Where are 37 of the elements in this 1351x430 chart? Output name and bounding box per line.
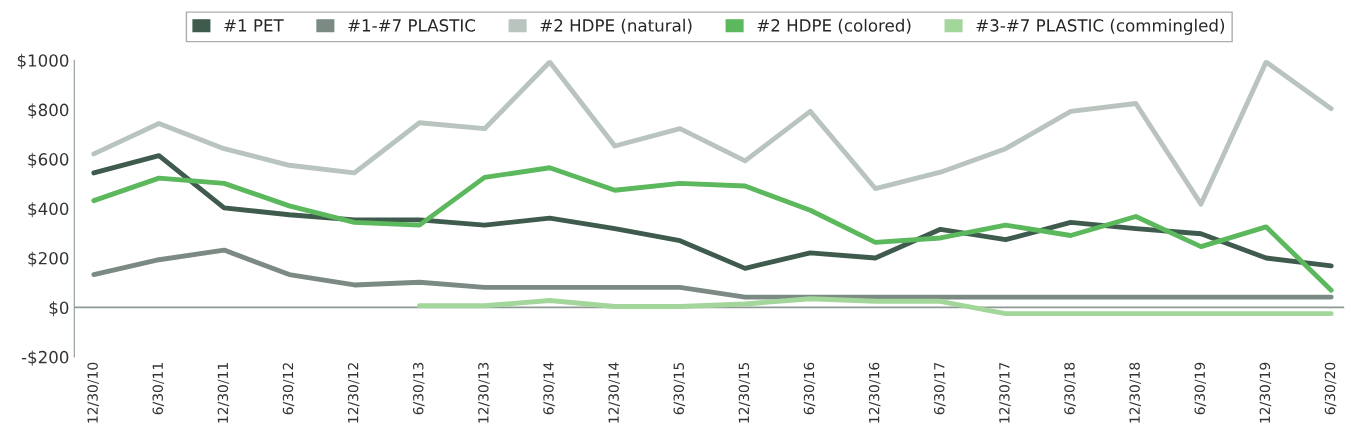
- line-series: [417, 296, 1334, 317]
- x-tick-label: 12/30/16: [868, 362, 881, 423]
- x-tick-label: 12/30/15: [738, 362, 751, 423]
- x-tick-label: 6/30/13: [412, 362, 425, 415]
- x-tick-label: 12/30/11: [217, 363, 230, 423]
- y-tick-label: $600: [28, 152, 69, 168]
- x-tick-label: 6/30/18: [1064, 362, 1076, 415]
- x-tick-label: 12/30/12: [347, 363, 360, 423]
- x-tick-label: 6/30/19: [1194, 362, 1207, 415]
- y-tick-label: -$200: [21, 350, 69, 366]
- legend-label: #2 HDPE (natural): [540, 18, 692, 34]
- x-tick-label: 12/30/13: [478, 362, 490, 423]
- x-tick-label: 6/30/15: [673, 362, 686, 415]
- x-tick-label: 12/30/14: [608, 362, 620, 423]
- line-series: [91, 165, 1334, 293]
- legend-label: #2 HDPE (colored): [757, 18, 911, 34]
- legend-label: #1-#7 PLASTIC: [348, 19, 476, 32]
- y-tick-label: $800: [28, 103, 69, 119]
- x-tick-label: 6/30/14: [543, 362, 555, 415]
- y-tick-label: $400: [28, 202, 69, 218]
- line-series: [91, 153, 1334, 271]
- line-series: [91, 247, 1334, 300]
- legend-label: #1 PET: [224, 19, 284, 32]
- x-tick-label: 6/30/17: [933, 362, 946, 415]
- y-tick-label: $1000: [17, 53, 69, 69]
- x-tick-label: 12/30/19: [1259, 362, 1272, 423]
- x-tick-label: 12/30/10: [87, 362, 99, 423]
- x-tick-label: 6/30/20: [1324, 362, 1337, 415]
- x-tick-label: 6/30/11: [152, 363, 165, 415]
- y-tick-label: $0: [49, 301, 69, 317]
- y-tick-label: $200: [28, 251, 69, 267]
- x-tick-label: 6/30/16: [803, 362, 816, 415]
- x-tick-label: 12/30/18: [1129, 362, 1141, 423]
- x-tick-label: 12/30/17: [999, 362, 1011, 423]
- legend-label: #3-#7 PLASTIC (commingled): [976, 18, 1225, 35]
- x-tick-label: 6/30/12: [282, 363, 295, 415]
- line-series: [91, 60, 1334, 207]
